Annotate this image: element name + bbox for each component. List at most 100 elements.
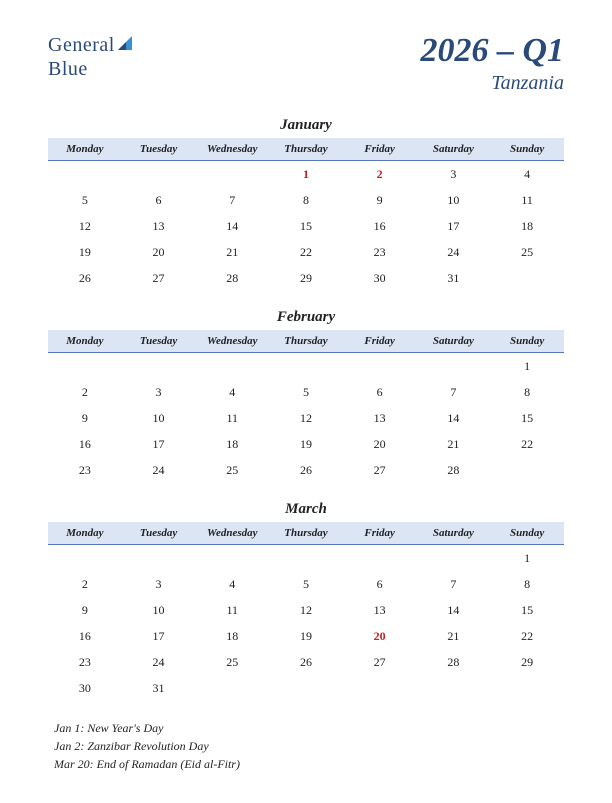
calendar-cell: 16 <box>343 213 417 239</box>
calendar-row: 262728293031 <box>48 265 564 291</box>
calendar-cell <box>269 675 343 701</box>
logo: GeneralBlue <box>48 34 134 81</box>
calendar-table: MondayTuesdayWednesdayThursdayFridaySatu… <box>48 138 564 291</box>
calendar-cell: 10 <box>122 597 196 623</box>
calendar-cell: 19 <box>48 239 122 265</box>
calendar-cell: 14 <box>417 405 491 431</box>
calendar-cell: 24 <box>122 457 196 483</box>
weekday-header: Monday <box>48 330 122 353</box>
calendar-cell: 9 <box>48 405 122 431</box>
title-block: 2026 – Q1 Tanzania <box>420 34 564 95</box>
logo-icon <box>116 34 134 58</box>
weekday-header: Thursday <box>269 522 343 545</box>
calendar-table: MondayTuesdayWednesdayThursdayFridaySatu… <box>48 330 564 483</box>
calendar-cell: 1 <box>269 161 343 188</box>
calendar-cell <box>343 353 417 380</box>
calendar-cell: 19 <box>269 431 343 457</box>
calendar-cell <box>195 675 269 701</box>
holiday-entry: Jan 1: New Year's Day <box>54 719 564 737</box>
calendar-cell <box>195 353 269 380</box>
calendar-cell <box>195 161 269 188</box>
calendar-cell: 29 <box>490 649 564 675</box>
calendar-cell: 30 <box>343 265 417 291</box>
page-title: 2026 – Q1 <box>420 34 564 68</box>
logo-text-blue: Blue <box>48 58 88 80</box>
weekday-header: Sunday <box>490 522 564 545</box>
calendar-cell <box>490 265 564 291</box>
calendar-cell: 3 <box>122 571 196 597</box>
calendar-cell: 22 <box>269 239 343 265</box>
calendar-cell: 11 <box>195 405 269 431</box>
calendar-cell: 1 <box>490 353 564 380</box>
month-name: March <box>48 501 564 518</box>
calendar-cell: 27 <box>343 457 417 483</box>
calendar-row: 9101112131415 <box>48 405 564 431</box>
calendar-cell: 17 <box>122 623 196 649</box>
weekday-header: Tuesday <box>122 138 196 161</box>
calendar-cell: 13 <box>343 405 417 431</box>
calendar-cell: 18 <box>195 623 269 649</box>
calendar-row: 19202122232425 <box>48 239 564 265</box>
calendar-cell: 23 <box>48 457 122 483</box>
weekday-header: Friday <box>343 138 417 161</box>
calendar-cell: 6 <box>343 379 417 405</box>
calendar-cell <box>122 161 196 188</box>
calendar-cell: 16 <box>48 623 122 649</box>
calendar-cell <box>48 161 122 188</box>
weekday-header: Tuesday <box>122 522 196 545</box>
calendar-cell: 2 <box>48 571 122 597</box>
holiday-entry: Mar 20: End of Ramadan (Eid al-Fitr) <box>54 755 564 773</box>
weekday-header: Wednesday <box>195 138 269 161</box>
calendar-cell <box>343 675 417 701</box>
calendar-row: 9101112131415 <box>48 597 564 623</box>
calendar-cell <box>122 353 196 380</box>
header: GeneralBlue 2026 – Q1 Tanzania <box>48 34 564 95</box>
calendar-cell <box>490 675 564 701</box>
weekday-header: Sunday <box>490 330 564 353</box>
calendar-cell: 8 <box>490 571 564 597</box>
weekday-header: Saturday <box>417 522 491 545</box>
weekday-header: Friday <box>343 522 417 545</box>
calendar-cell: 18 <box>195 431 269 457</box>
calendar-cell: 12 <box>269 597 343 623</box>
calendar-cell: 2 <box>48 379 122 405</box>
calendar-row: 16171819202122 <box>48 431 564 457</box>
calendar-cell: 4 <box>490 161 564 188</box>
calendar-cell: 19 <box>269 623 343 649</box>
calendar-cell: 26 <box>269 457 343 483</box>
calendar-cell: 31 <box>417 265 491 291</box>
holiday-entry: Jan 2: Zanzibar Revolution Day <box>54 737 564 755</box>
calendar-row: 2345678 <box>48 379 564 405</box>
weekday-header: Wednesday <box>195 330 269 353</box>
calendar-cell: 29 <box>269 265 343 291</box>
weekday-header: Thursday <box>269 330 343 353</box>
calendar-cell: 25 <box>195 457 269 483</box>
calendar-cell <box>48 545 122 572</box>
weekday-header: Friday <box>343 330 417 353</box>
calendar-cell: 23 <box>343 239 417 265</box>
calendar-cell: 28 <box>417 457 491 483</box>
calendar-cell: 21 <box>417 623 491 649</box>
weekday-header: Wednesday <box>195 522 269 545</box>
calendar-row: 16171819202122 <box>48 623 564 649</box>
calendar-cell: 27 <box>122 265 196 291</box>
calendar-cell: 31 <box>122 675 196 701</box>
holidays-list: Jan 1: New Year's DayJan 2: Zanzibar Rev… <box>48 719 564 773</box>
calendar-cell: 12 <box>269 405 343 431</box>
calendar-cell: 12 <box>48 213 122 239</box>
calendar-cell: 14 <box>417 597 491 623</box>
calendar-cell: 15 <box>490 405 564 431</box>
calendar-cell: 7 <box>195 187 269 213</box>
calendar-cell: 22 <box>490 623 564 649</box>
calendar-cell <box>48 353 122 380</box>
calendar-row: 1234 <box>48 161 564 188</box>
calendar-cell: 7 <box>417 571 491 597</box>
month-block: January MondayTuesdayWednesdayThursdayFri… <box>48 117 564 291</box>
calendar-cell: 26 <box>269 649 343 675</box>
month-name: January <box>48 117 564 134</box>
calendar-cell <box>122 545 196 572</box>
calendar-cell: 9 <box>343 187 417 213</box>
calendar-cell: 24 <box>417 239 491 265</box>
month-block: FebruaryMondayTuesdayWednesdayThursdayFr… <box>48 309 564 483</box>
calendar-cell: 25 <box>195 649 269 675</box>
